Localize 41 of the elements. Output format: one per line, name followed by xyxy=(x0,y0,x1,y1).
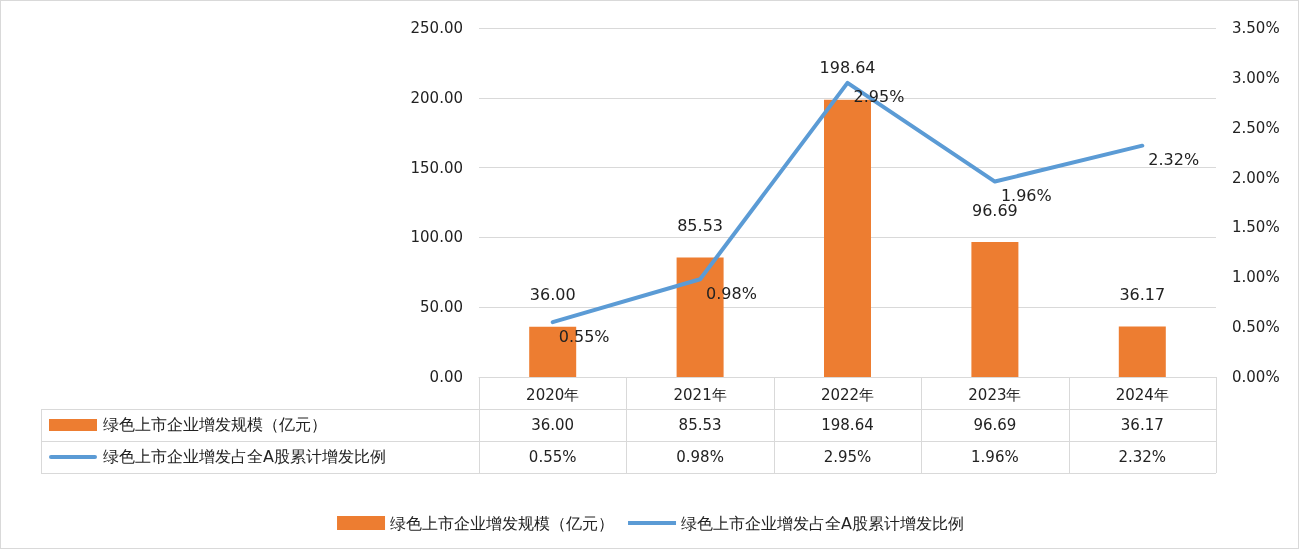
x-tick-label: 2022年 xyxy=(820,385,875,404)
y-tick-label: 100.00 xyxy=(410,228,463,247)
data-label: 36.17 xyxy=(1119,415,1165,436)
legend-label: 绿色上市企业增发规模（亿元） xyxy=(390,513,615,533)
text: 2.32% xyxy=(1148,150,1200,170)
data-label: 198.64 xyxy=(820,415,875,436)
text: 96.69 xyxy=(971,200,1018,220)
y-tick-label: 250.00 xyxy=(410,19,463,37)
data-label: 0.98% xyxy=(675,447,725,468)
data-label: 96.69 xyxy=(972,415,1018,436)
data-label: 2.32% xyxy=(1117,447,1168,468)
x-tick-label: 2024年 xyxy=(1115,385,1169,404)
y2-tick-label: 2.50% xyxy=(1232,118,1280,137)
y-tick-label: 50.00 xyxy=(420,298,463,317)
y-tick-label: 0.00 xyxy=(429,368,463,386)
text: 198.64 xyxy=(819,58,876,78)
legend-label: 绿色上市企业增发占全A股累计增发比例 xyxy=(681,513,964,533)
data-label: 0.55% xyxy=(527,447,578,468)
y-tick-label: 150.00 xyxy=(410,158,463,177)
data-label: 85.53 xyxy=(677,415,723,436)
data-label: 2.95% xyxy=(822,447,873,468)
x-tick-label: 2020年 xyxy=(526,385,580,404)
bar xyxy=(971,242,1019,377)
y2-tick-label: 1.50% xyxy=(1232,218,1280,237)
y2-tick-label: 2.00% xyxy=(1232,168,1280,187)
text: 绿色上市企业增发规模（亿元） xyxy=(103,415,327,434)
data-label: 1.96% xyxy=(970,447,1020,468)
data-label: 36.00 xyxy=(530,415,576,436)
text: 36.17 xyxy=(1119,285,1166,305)
x-tick-label: 2021年 xyxy=(673,385,727,404)
y2-tick-label: 1.00% xyxy=(1232,268,1280,287)
x-tick-label: 2023年 xyxy=(968,385,1022,404)
y-tick-label: 200.00 xyxy=(410,88,463,107)
bar xyxy=(1118,326,1166,377)
y2-tick-label: 3.50% xyxy=(1232,19,1280,37)
text: 绿色上市企业增发占全A股累计增发比例 xyxy=(103,447,386,466)
y2-tick-label: 3.00% xyxy=(1232,68,1280,87)
y2-tick-label: 0.00% xyxy=(1232,368,1280,386)
text: 36.00 xyxy=(529,285,576,305)
y2-tick-label: 0.50% xyxy=(1232,318,1280,337)
text: 85.53 xyxy=(677,216,724,236)
